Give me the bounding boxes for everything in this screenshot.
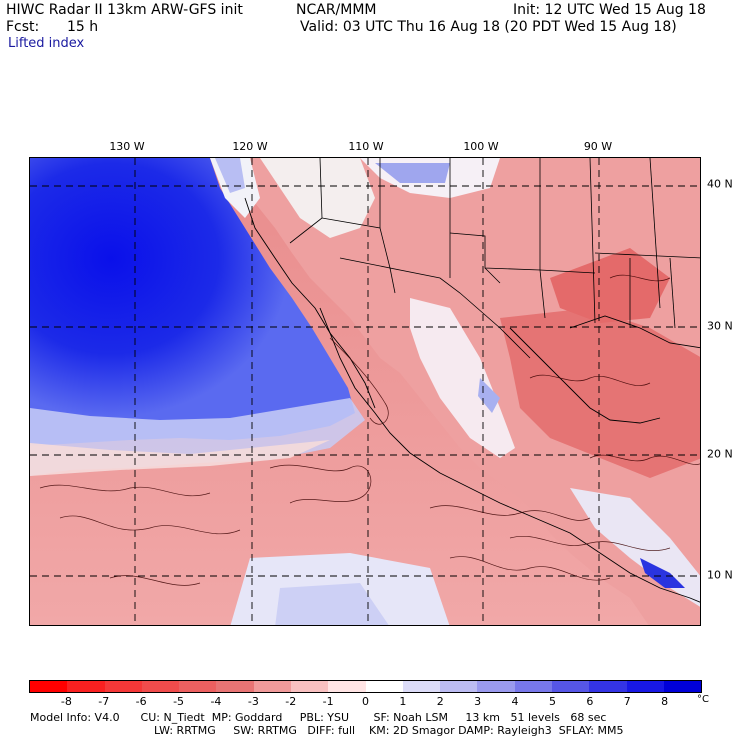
political-boundaries: [289, 158, 700, 359]
colorbar-tick-label: -3: [247, 695, 259, 708]
colorbar-segment: [440, 681, 478, 692]
lat-label: 20 N: [707, 447, 733, 461]
colorbar-segment: [477, 681, 515, 692]
field-name: Lifted index: [8, 36, 85, 51]
model-info-line2: LW: RRTMG SW: RRTMG DIFF: full KM: 2D Sm…: [154, 724, 624, 737]
lon-label: 120 W: [232, 140, 268, 153]
colorbar-tick-label: -7: [98, 695, 110, 708]
forecast-hour: 15 h: [67, 19, 99, 35]
colorbar-tick-label: 0: [362, 695, 369, 708]
init-time: Init: 12 UTC Wed 15 Aug 18: [513, 2, 706, 18]
lat-label: 30 N: [707, 319, 733, 333]
lat-label: 40 N: [707, 177, 733, 191]
lon-label: 100 W: [463, 140, 499, 153]
colorbar-segment: [626, 681, 664, 692]
lifted-index-contours: [39, 274, 700, 586]
pacific-blue-region: [30, 158, 355, 446]
colorbar-segment: [30, 681, 68, 692]
colorbar-segment: [589, 681, 627, 692]
colorbar-segment: [67, 681, 105, 692]
colorbar-tick-label: 3: [474, 695, 482, 708]
colorbar-tick-label: -2: [285, 695, 297, 708]
colorbar-segment: [551, 681, 590, 692]
colorbar-segment: [216, 681, 254, 692]
valid-time: Valid: 03 UTC Thu 16 Aug 18 (20 PDT Wed …: [300, 19, 677, 35]
colorbar-segment: [328, 681, 366, 692]
colorbar-segment: [141, 681, 180, 692]
organization-label: NCAR/MMM: [296, 2, 377, 18]
colorbar-tick-label: 4: [511, 695, 519, 708]
lifted-index-map: [29, 157, 701, 626]
lon-label: 90 W: [583, 140, 613, 153]
forecast-label: Fcst:: [6, 19, 40, 35]
colorbar-tick-label: 5: [548, 695, 556, 708]
lat-label: 10 N: [707, 568, 733, 582]
colorbar-segment: [663, 681, 702, 692]
colorbar: [29, 680, 702, 693]
product-title: HIWC Radar II 13km ARW-GFS init: [6, 2, 243, 18]
colorbar-tick-label: -8: [60, 695, 72, 708]
map-canvas: [30, 158, 700, 625]
colorbar-tick-label: 8: [661, 695, 669, 708]
colorbar-tick-label: 7: [623, 695, 631, 708]
lon-label: 110 W: [348, 140, 384, 153]
colorbar-unit: °C: [697, 694, 709, 705]
colorbar-tick-label: -1: [322, 695, 334, 708]
colorbar-tick-label: -5: [173, 695, 185, 708]
lon-label: 130 W: [109, 140, 145, 153]
lat-lon-grid: [30, 158, 700, 625]
colorbar-segment: [104, 681, 142, 692]
colorbar-tick-label: 2: [436, 695, 444, 708]
colorbar-tick-label: 6: [586, 695, 594, 708]
colorbar-tick-label: 1: [399, 695, 407, 708]
colorbar-segment: [290, 681, 329, 692]
colorbar-segment: [253, 681, 291, 692]
colorbar-tick-label: -6: [135, 695, 147, 708]
colorbar-segment: [514, 681, 552, 692]
colorbar-segment: [179, 681, 217, 692]
colorbar-tick-label: -4: [210, 695, 222, 708]
colorbar-segment: [365, 681, 403, 692]
colorbar-segment: [402, 681, 441, 692]
model-info-line1: Model Info: V4.0 CU: N_Tiedt MP: Goddard…: [30, 711, 607, 724]
